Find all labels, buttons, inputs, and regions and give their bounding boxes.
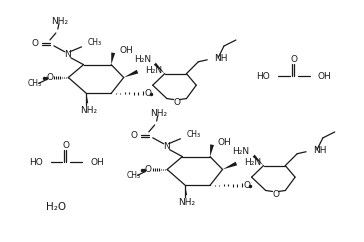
Text: O: O (290, 55, 297, 64)
Text: OH: OH (119, 46, 133, 55)
Text: NH₂: NH₂ (179, 197, 196, 207)
Text: NH₂: NH₂ (150, 109, 167, 118)
Text: CH₃: CH₃ (87, 38, 102, 47)
Polygon shape (253, 155, 264, 166)
Text: OH: OH (317, 72, 331, 81)
Text: O: O (145, 165, 152, 174)
Text: NH₂: NH₂ (51, 17, 68, 26)
Text: H₂N: H₂N (146, 66, 163, 75)
Text: OH: OH (90, 158, 104, 167)
Polygon shape (185, 185, 187, 195)
Text: O: O (272, 190, 279, 199)
Text: H₂O: H₂O (46, 202, 67, 212)
Text: O: O (173, 98, 180, 107)
Polygon shape (222, 162, 237, 169)
Text: O: O (130, 131, 138, 140)
Polygon shape (86, 93, 88, 103)
Polygon shape (154, 63, 165, 74)
Polygon shape (111, 53, 115, 65)
Text: O: O (32, 39, 39, 48)
Text: NH: NH (313, 146, 327, 155)
Text: N: N (163, 142, 170, 151)
Text: H₂N: H₂N (233, 147, 250, 156)
Polygon shape (210, 144, 214, 157)
Text: O: O (63, 141, 70, 150)
Text: CH₃: CH₃ (28, 79, 42, 88)
Text: NH₂: NH₂ (80, 106, 97, 115)
Text: O: O (46, 73, 53, 82)
Text: CH₃: CH₃ (127, 171, 141, 180)
Text: HO: HO (29, 158, 43, 167)
Text: O: O (144, 89, 151, 98)
Text: O: O (243, 181, 250, 190)
Text: H₂N: H₂N (244, 158, 261, 167)
Text: OH: OH (218, 138, 232, 147)
Text: CH₃: CH₃ (186, 130, 201, 139)
Text: H₂N: H₂N (134, 55, 151, 64)
Text: NH: NH (214, 54, 228, 63)
Text: HO: HO (256, 72, 270, 81)
Text: N: N (64, 50, 71, 59)
Polygon shape (124, 70, 138, 77)
